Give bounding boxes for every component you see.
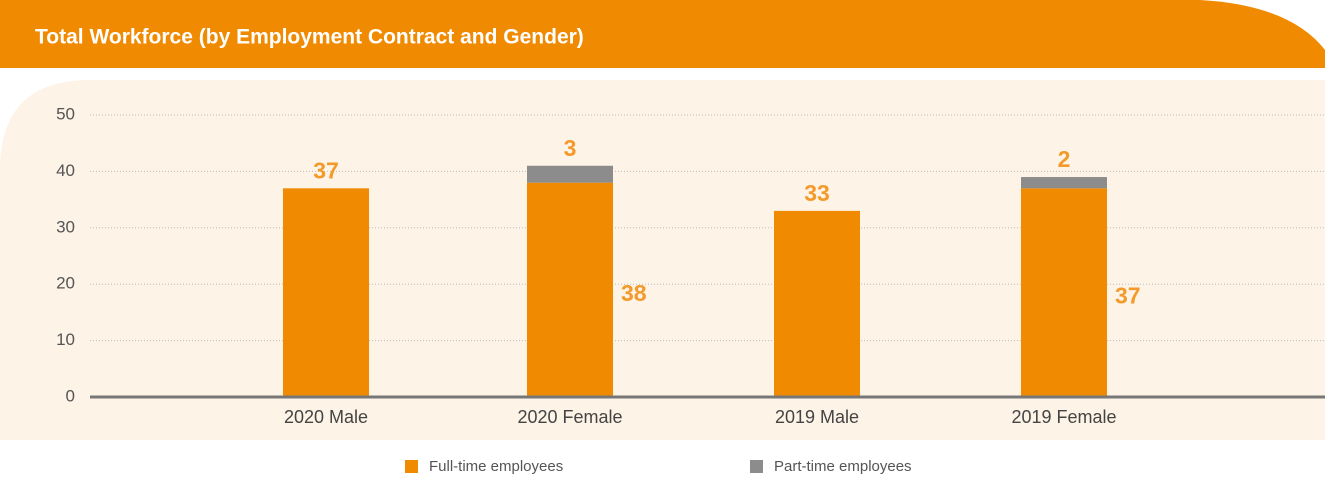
x-tick-label: 2019 Male <box>775 407 859 427</box>
x-tick-label: 2019 Female <box>1011 407 1116 427</box>
value-label: 37 <box>1115 283 1141 309</box>
bar-segment <box>527 182 613 397</box>
value-label: 2 <box>1058 146 1071 172</box>
plot-background <box>0 80 1325 440</box>
bar-segment <box>1021 188 1107 397</box>
x-tick-label: 2020 Female <box>517 407 622 427</box>
bar-segment <box>283 188 369 397</box>
legend-swatch <box>750 460 763 473</box>
bar-segment <box>774 210 860 397</box>
legend-label: Full-time employees <box>429 458 563 475</box>
bar-segment <box>527 165 613 183</box>
header-bar <box>0 0 1325 68</box>
value-label: 33 <box>804 180 830 206</box>
value-label: 37 <box>313 157 339 183</box>
y-tick-label: 0 <box>66 386 75 405</box>
y-tick-label: 20 <box>56 274 75 293</box>
y-tick-label: 50 <box>56 104 75 123</box>
legend-swatch <box>405 460 418 473</box>
legend-label: Part-time employees <box>774 458 912 475</box>
value-label: 38 <box>621 280 647 306</box>
value-label: 3 <box>564 135 577 161</box>
y-tick-label: 30 <box>56 217 75 236</box>
y-tick-label: 10 <box>56 330 75 349</box>
bar-segment <box>1021 177 1107 189</box>
chart-title: Total Workforce (by Employment Contract … <box>35 26 584 49</box>
y-tick-label: 40 <box>56 161 75 180</box>
x-tick-label: 2020 Male <box>284 407 368 427</box>
